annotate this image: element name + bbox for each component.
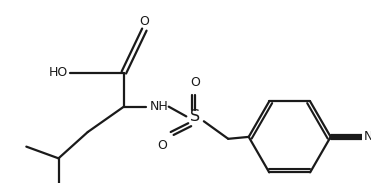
Text: HO: HO (49, 66, 68, 79)
Text: O: O (157, 139, 167, 152)
Text: NH: NH (150, 100, 168, 113)
Text: O: O (190, 76, 200, 89)
Text: S: S (190, 109, 200, 124)
Text: O: O (139, 15, 149, 28)
Text: N: N (364, 130, 371, 143)
